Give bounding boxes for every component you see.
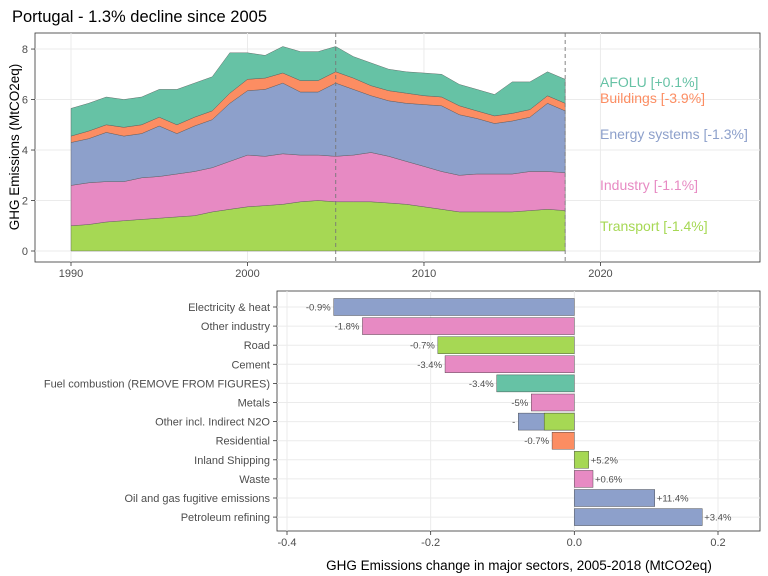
series-label: AFOLU [+0.1%] [600, 74, 698, 90]
y-tick-label: 2 [22, 196, 28, 208]
top-y-axis-label: GHG Emissions (MtCO2eq) [7, 64, 22, 231]
y-tick-label: 8 [22, 44, 28, 56]
bar-data-label: +5.2% [591, 455, 619, 466]
bottom-x-axis-ticks: -0.4 -0.2 0.0 0.2 [278, 531, 726, 549]
bar-data-label: -5% [511, 398, 528, 409]
bar-group: -0.9%-1.8%-0.7%-3.4%-3.4%-5%--0.7%+5.2%+… [306, 298, 732, 526]
series-label: Buildings [-3.9%] [600, 90, 705, 106]
x-tick-label: 0.0 [567, 537, 582, 549]
bar [574, 508, 703, 526]
bar-segment [543, 412, 575, 431]
bar [531, 393, 575, 412]
x-tick-label: -0.4 [278, 537, 297, 549]
category-label: Inland Shipping [194, 455, 270, 467]
x-tick-label: 0.2 [710, 537, 725, 549]
bar [551, 432, 575, 450]
category-label: Road [244, 340, 270, 352]
series-label: Transport [-1.4%] [600, 218, 708, 234]
category-labels: Electricity & heat Other industry Road Ceme… [44, 302, 277, 524]
bar-data-label: -0.9% [306, 303, 331, 314]
y-tick-label: 0 [22, 246, 28, 258]
category-label: Electricity & heat [188, 302, 270, 314]
category-label: Waste [239, 474, 270, 486]
reference-lines [335, 33, 566, 262]
bar [574, 489, 655, 507]
bar [574, 451, 589, 469]
stacked-area-chart: AFOLU [+0.1%]Buildings [-3.9%] Energy sys… [7, 32, 761, 280]
bar-data-label: +11.4% [657, 494, 689, 505]
bar-data-label: +0.6% [595, 474, 623, 485]
category-label: Fuel combustion (REMOVE FROM FIGURES) [44, 378, 270, 390]
bar [496, 374, 575, 393]
y-tick-label: 6 [22, 95, 28, 107]
x-tick-label: 2010 [412, 268, 436, 280]
bar-data-label: -0.7% [410, 341, 435, 352]
x-tick-label: 1990 [59, 268, 83, 280]
series-label: Industry [-1.1%] [600, 177, 698, 193]
bar-data-label: -3.4% [469, 379, 494, 390]
x-tick-label: 2000 [235, 268, 259, 280]
bar [437, 336, 575, 354]
category-label: Cement [231, 359, 270, 371]
category-label: Other industry [201, 321, 271, 333]
chart-title: Portugal - 1.3% decline since 2005 [12, 8, 267, 26]
category-label: Petroleum refining [181, 512, 270, 524]
bar [574, 470, 594, 488]
top-x-axis-ticks: 1990 2000 2010 2020 [59, 262, 613, 280]
series-label: Energy systems [-1.3%] [600, 126, 748, 142]
category-label: Other incl. Indirect N2O [155, 417, 270, 429]
horizontal-bar-chart: -0.9%-1.8%-0.7%-3.4%-3.4%-5%--0.7%+5.2%+… [44, 290, 761, 573]
bar-data-label: -1.8% [335, 322, 360, 333]
category-label: Metals [238, 398, 271, 410]
series-labels: AFOLU [+0.1%]Buildings [-3.9%] Energy sys… [600, 74, 748, 234]
bar-data-label: -3.4% [417, 360, 442, 371]
bar-data-label: +3.4% [704, 513, 732, 524]
x-tick-label: -0.2 [421, 537, 440, 549]
y-tick-label: 4 [22, 145, 28, 157]
category-label: Oil and gas fugitive emissions [124, 493, 270, 505]
bar [444, 355, 575, 373]
x-tick-label: 2020 [588, 268, 612, 280]
bar [333, 298, 575, 316]
bottom-x-axis-label: GHG Emissions change in major sectors, 2… [326, 558, 712, 573]
category-label: Residential [216, 436, 270, 448]
top-y-axis-ticks: 0 2 4 6 8 [22, 44, 35, 258]
bar [362, 317, 575, 335]
bar-data-label: -0.7% [524, 436, 549, 447]
bar-data-label: - [512, 417, 515, 428]
area-series-group [70, 46, 566, 252]
